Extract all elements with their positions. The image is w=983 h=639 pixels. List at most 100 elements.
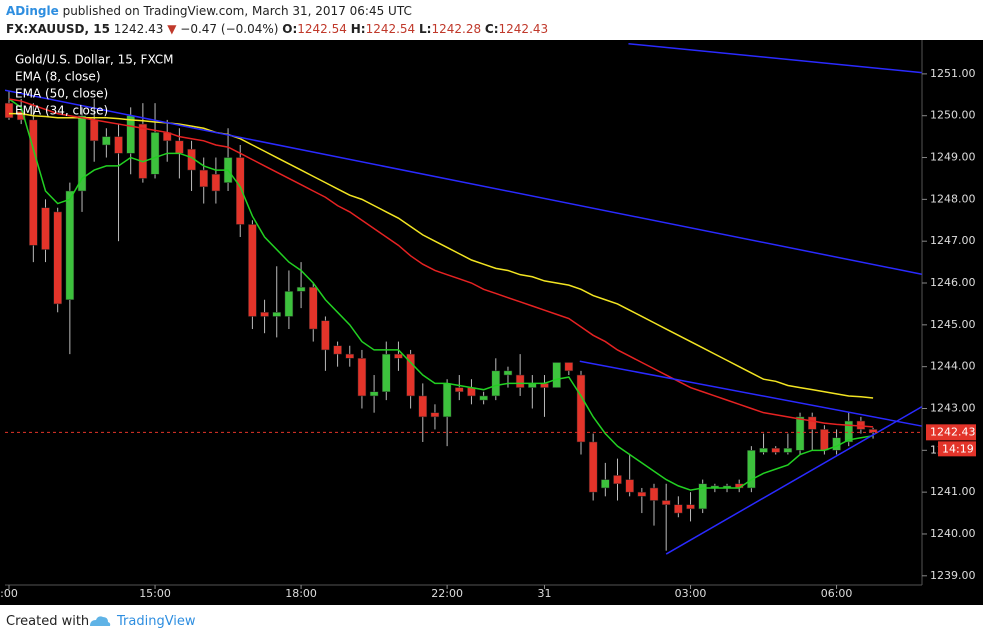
candle-body [272,312,281,317]
candle-body [65,190,75,300]
candle-body [747,450,756,489]
logo[interactable] [88,613,112,629]
chart: Gold/U.S. Dollar, 15, FXCM 1239.00 1240.0… [0,40,983,605]
candle-body [357,358,367,397]
candle-body [503,370,513,376]
candle-body [844,420,853,443]
author[interactable]: ADingle [6,4,59,18]
candle-body [442,383,452,418]
candle-body [126,115,135,154]
x-tick-label: 31 [537,587,551,600]
candle-body [430,412,440,418]
chart-bg [0,40,983,605]
c-label: C: [484,22,499,36]
candle-body [16,111,26,121]
candle-body [613,475,622,485]
x-tick-label: 06:00 [821,587,853,600]
candle-body [53,211,62,305]
arrow: ▼ [167,22,177,36]
candle-body [479,395,488,401]
h-label: H: [350,22,366,36]
candle-body [150,132,160,175]
trendline [665,406,922,555]
candle-body [491,370,501,397]
candle-body [783,447,793,453]
y-tick-label: 1244.00 [930,360,976,373]
l: 1242.28 [431,22,482,36]
trendline [579,360,922,427]
brand[interactable]: TradingView [117,614,196,629]
quote-line: FX:XAUUSD, 15 1242.43 ▼ −0.47 (−0.04%) O… [6,22,548,36]
y-tick-label: 1248.00 [930,192,976,205]
candle-body [625,479,634,493]
x-tick-label: :00 [0,587,18,600]
legend-entry: EMA (34, close) [15,104,108,118]
candle-body [467,387,476,397]
candle-body [564,362,574,372]
publish-line: ADingle published on TradingView.com, Ma… [6,4,412,18]
candle-body [601,479,610,489]
last-price-box [926,424,976,441]
candle-body [552,362,561,388]
ema-line [8,98,874,428]
y-tick-label: 1247.00 [930,234,976,247]
candle-body [455,387,464,393]
candle-body [382,353,391,393]
candle-body [296,286,306,292]
last: 1242.43 [113,22,164,36]
candle-body [114,136,123,154]
header: ADingle published on TradingView.com, Ma… [0,0,983,40]
trendline [5,89,922,275]
candle-body [309,286,318,330]
candle-body [321,320,330,351]
candle-body [345,353,355,359]
countdown: 14:19 [942,442,974,455]
y-tick-label: 1240.00 [930,527,976,540]
candle-body [807,416,817,430]
y-tick-label: 1245.00 [930,318,976,331]
candle-body [868,429,878,433]
y-tick-label: 1239.00 [930,569,976,582]
y-tick-label: 1246.00 [930,276,976,289]
candle-body [199,169,208,188]
last-price-label: 1242.43 [930,425,976,438]
candle-body [369,391,379,397]
candle-body [418,395,428,418]
candle-body [41,207,50,250]
candle-body [759,447,768,453]
candle-body [211,174,221,192]
candle-body [102,136,111,146]
change: −0.47 (−0.04%) [180,22,279,36]
l-label: L: [419,22,432,36]
x-tick-label: 15:00 [139,587,171,600]
candle-body [674,504,683,514]
x-tick-label: 22:00 [431,587,463,600]
candle-body [89,119,99,142]
candle-body [248,224,257,317]
trendline [628,43,922,74]
candle-body [235,157,245,225]
created: Created with [6,614,90,629]
candle-body [77,115,87,192]
x-tick-label: 03:00 [675,587,707,600]
candle-body [284,291,294,317]
candle-body [175,140,184,154]
h: 1242.54 [365,22,416,36]
candle-body [394,353,403,359]
candle-body [686,504,695,510]
x-tick-label: 18:00 [285,587,317,600]
o-label: O: [282,22,298,36]
legend-entry: EMA (8, close) [15,70,101,84]
chart-title: Gold/U.S. Dollar, 15, FXCM [15,53,174,67]
candle-body [795,416,805,451]
candle-body [333,345,342,355]
ema-line [9,112,874,399]
footer: Created with TradingView [0,605,983,639]
candle-body [576,374,586,443]
candle-body [515,374,525,388]
candle-body [661,500,671,505]
plot [5,43,922,555]
candle-body [588,441,598,493]
candle-body [771,447,780,453]
